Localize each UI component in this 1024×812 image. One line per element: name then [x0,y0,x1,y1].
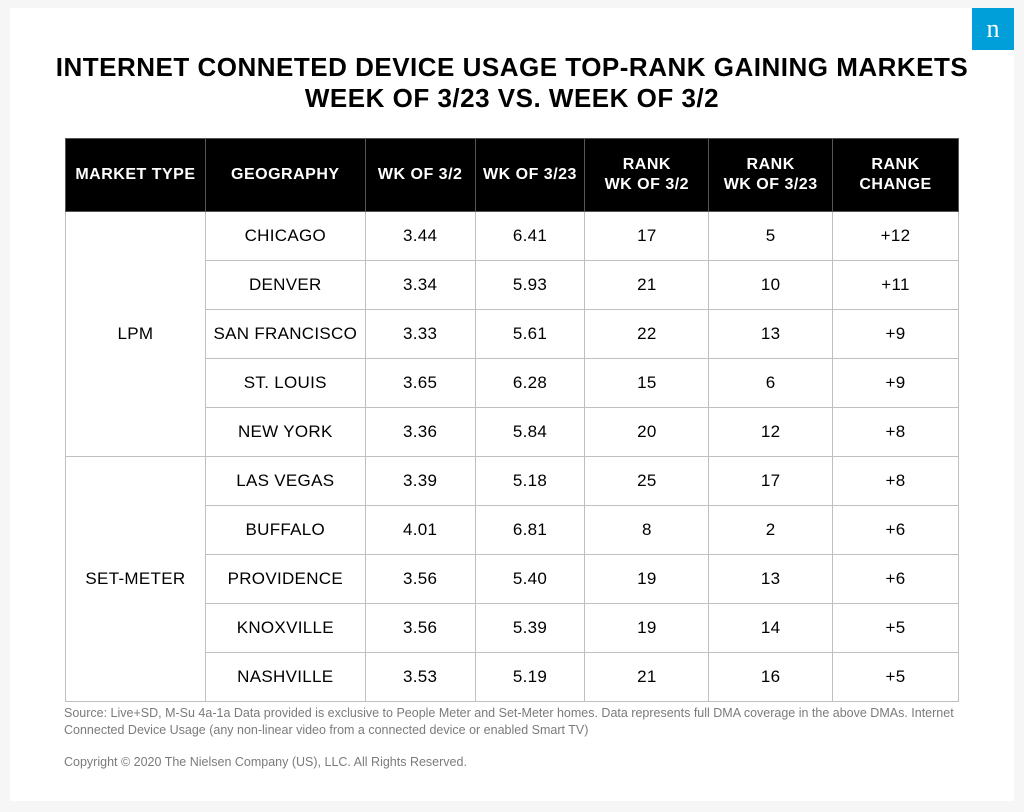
cell-wk1: 3.33 [365,310,475,359]
col-header: RANKWK OF 3/2 [585,139,709,212]
cell-geo: KNOXVILLE [205,604,365,653]
table-row: LPMCHICAGO3.446.41175+12 [66,212,959,261]
cell-r1: 15 [585,359,709,408]
cell-chg: +12 [833,212,959,261]
cell-chg: +5 [833,653,959,702]
col-header: MARKET TYPE [66,139,206,212]
market-type-cell: SET-METER [66,457,206,702]
cell-geo: NASHVILLE [205,653,365,702]
cell-geo: LAS VEGAS [205,457,365,506]
cell-wk1: 3.39 [365,457,475,506]
cell-geo: BUFFALO [205,506,365,555]
cell-r2: 17 [709,457,833,506]
cell-wk1: 3.44 [365,212,475,261]
content-card: n INTERNET CONNETED DEVICE USAGE TOP-RAN… [10,8,1014,801]
table-body: LPMCHICAGO3.446.41175+12DENVER3.345.9321… [66,212,959,702]
nielsen-logo-icon: n [972,8,1014,50]
cell-r1: 25 [585,457,709,506]
cell-geo: NEW YORK [205,408,365,457]
copyright-note: Copyright © 2020 The Nielsen Company (US… [64,754,960,772]
cell-geo: SAN FRANCISCO [205,310,365,359]
cell-wk1: 3.56 [365,604,475,653]
cell-r2: 13 [709,310,833,359]
cell-chg: +6 [833,555,959,604]
cell-wk2: 5.40 [475,555,585,604]
cell-r1: 20 [585,408,709,457]
cell-wk1: 4.01 [365,506,475,555]
col-header: RANKWK OF 3/23 [709,139,833,212]
cell-r2: 10 [709,261,833,310]
cell-chg: +11 [833,261,959,310]
market-type-cell: LPM [66,212,206,457]
cell-wk2: 6.28 [475,359,585,408]
cell-geo: CHICAGO [205,212,365,261]
col-header: RANK CHANGE [833,139,959,212]
cell-wk1: 3.36 [365,408,475,457]
cell-r2: 16 [709,653,833,702]
col-header: WK OF 3/2 [365,139,475,212]
cell-chg: +8 [833,408,959,457]
logo-glyph: n [987,14,1000,44]
cell-geo: PROVIDENCE [205,555,365,604]
cell-r1: 21 [585,653,709,702]
footer: Source: Live+SD, M-Su 4a-1a Data provide… [64,705,960,772]
cell-geo: DENVER [205,261,365,310]
cell-geo: ST. LOUIS [205,359,365,408]
col-header: GEOGRAPHY [205,139,365,212]
cell-r2: 13 [709,555,833,604]
cell-r2: 2 [709,506,833,555]
cell-r1: 19 [585,555,709,604]
cell-r2: 12 [709,408,833,457]
cell-r2: 5 [709,212,833,261]
cell-wk1: 3.34 [365,261,475,310]
cell-wk2: 5.39 [475,604,585,653]
title-line-2: WEEK OF 3/23 VS. WEEK OF 3/2 [10,83,1014,114]
cell-wk2: 5.84 [475,408,585,457]
cell-wk2: 6.81 [475,506,585,555]
source-note: Source: Live+SD, M-Su 4a-1a Data provide… [64,705,960,740]
cell-r1: 21 [585,261,709,310]
cell-r1: 19 [585,604,709,653]
cell-wk1: 3.53 [365,653,475,702]
rank-table: MARKET TYPEGEOGRAPHYWK OF 3/2WK OF 3/23R… [65,138,959,702]
cell-wk1: 3.56 [365,555,475,604]
cell-chg: +8 [833,457,959,506]
cell-r1: 8 [585,506,709,555]
chart-title: INTERNET CONNETED DEVICE USAGE TOP-RANK … [10,8,1014,138]
cell-chg: +5 [833,604,959,653]
cell-r1: 22 [585,310,709,359]
cell-wk2: 6.41 [475,212,585,261]
table-row: SET-METERLAS VEGAS3.395.182517+8 [66,457,959,506]
col-header: WK OF 3/23 [475,139,585,212]
cell-chg: +9 [833,359,959,408]
cell-chg: +6 [833,506,959,555]
cell-r1: 17 [585,212,709,261]
cell-chg: +9 [833,310,959,359]
cell-r2: 14 [709,604,833,653]
cell-wk1: 3.65 [365,359,475,408]
cell-wk2: 5.61 [475,310,585,359]
cell-r2: 6 [709,359,833,408]
cell-wk2: 5.18 [475,457,585,506]
table-header: MARKET TYPEGEOGRAPHYWK OF 3/2WK OF 3/23R… [66,139,959,212]
cell-wk2: 5.93 [475,261,585,310]
title-line-1: INTERNET CONNETED DEVICE USAGE TOP-RANK … [10,52,1014,83]
cell-wk2: 5.19 [475,653,585,702]
